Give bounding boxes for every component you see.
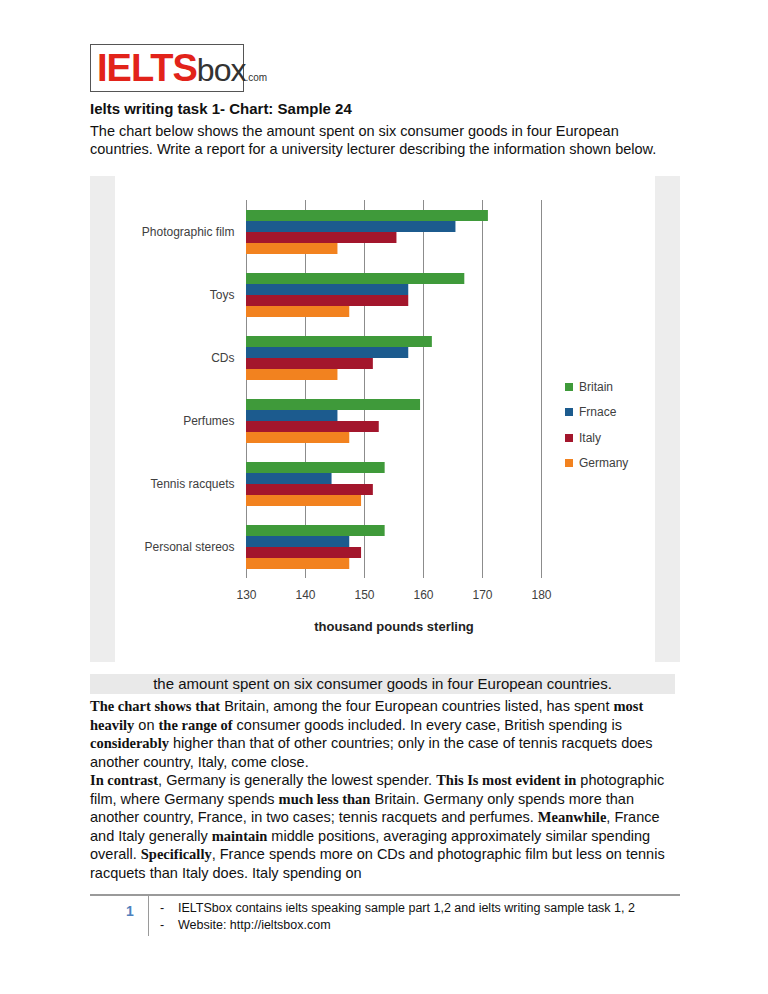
svg-text:thousand pounds sterling: thousand pounds sterling — [314, 619, 474, 634]
html-text:IELTSbox contains ielts speaki: IELTSbox contains ielts speaking sample … — [178, 901, 635, 915]
html-text:the amount spent on six consum: the amount spent on six consumer goods i… — [153, 675, 612, 692]
svg-text:Toys: Toys — [210, 288, 235, 302]
svg-text:Tennis racquets: Tennis racquets — [150, 477, 234, 491]
html-text:1: 1 — [126, 903, 134, 919]
svg-text:Photographic film: Photographic film — [142, 225, 235, 239]
html-text:.com: .com — [245, 72, 268, 83]
html-text:Ielts writing task 1- Chart: S: Ielts writing task 1- Chart: Sample 24 — [90, 100, 352, 117]
svg-text:Perfumes: Perfumes — [183, 414, 234, 428]
svg-text:140: 140 — [295, 588, 315, 602]
html-text:The chart shows that Britain,: The chart shows that Britain, among the … — [90, 698, 644, 733]
svg-text:170: 170 — [472, 588, 492, 602]
html-text:Germany: Germany — [579, 456, 629, 471]
svg-text:160: 160 — [413, 588, 433, 602]
html-text:Britain: Britain — [579, 379, 613, 394]
html-text:Italy: Italy — [579, 430, 601, 445]
svg-text:Personal stereos: Personal stereos — [144, 540, 234, 554]
html-text:considerably higher than that: considerably higher than that of other c… — [90, 735, 653, 770]
svg-text:150: 150 — [354, 588, 374, 602]
html-text:The chart below shows the amou: The chart below shows the amount spent o… — [90, 123, 657, 157]
html-text:Frnace: Frnace — [579, 405, 617, 420]
svg-text:130: 130 — [236, 588, 256, 602]
svg-text:180: 180 — [531, 588, 551, 602]
html-text:IELTS box: IELTS box — [97, 47, 246, 89]
svg-text:CDs: CDs — [211, 351, 234, 365]
html-text:Website: http://ieltsbox.com: Website: http://ieltsbox.com — [178, 918, 331, 932]
html-text:In contrast, Germany is genera: In contrast, Germany is generally the lo… — [90, 772, 665, 881]
